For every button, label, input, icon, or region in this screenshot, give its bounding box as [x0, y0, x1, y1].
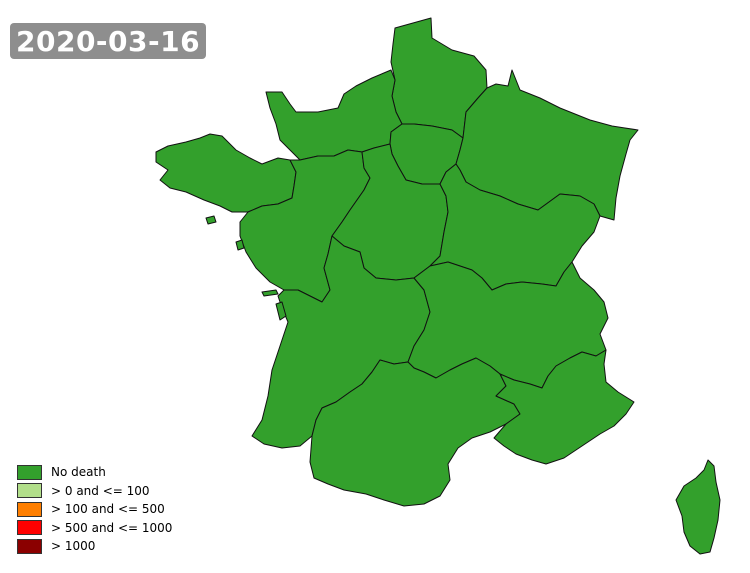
legend-swatch-100-500: [17, 501, 42, 517]
legend-swatch-no-death: [17, 464, 42, 480]
region-provence-alpes-cote-d-azur: [493, 349, 635, 465]
legend-label: No death: [51, 465, 106, 480]
legend-swatch-500-1000: [17, 520, 42, 536]
legend-swatch-0-100: [17, 483, 42, 499]
legend-label: > 0 and <= 100: [51, 483, 150, 498]
island-belle-ile: [205, 215, 217, 225]
legend-label: > 100 and <= 500: [51, 502, 165, 517]
date-badge: 2020-03-16: [10, 23, 207, 59]
legend-label: > 1000: [51, 539, 96, 554]
region-bretagne: [155, 133, 297, 213]
legend-label: > 500 and <= 1000: [51, 520, 173, 535]
legend-swatch-over-1000: [17, 538, 42, 554]
island-oleron: [275, 301, 287, 321]
island-re: [261, 289, 279, 297]
legend-item: > 0 and <= 100: [17, 482, 172, 501]
legend-item: > 100 and <= 500: [17, 500, 172, 519]
legend-item: > 500 and <= 1000: [17, 519, 172, 538]
island-noirmoutier: [235, 239, 245, 251]
legend-item: No death: [17, 463, 172, 482]
legend-item: > 1000: [17, 537, 172, 556]
region-corse: [675, 459, 721, 555]
map-legend: No death > 0 and <= 100 > 100 and <= 500…: [17, 463, 172, 556]
